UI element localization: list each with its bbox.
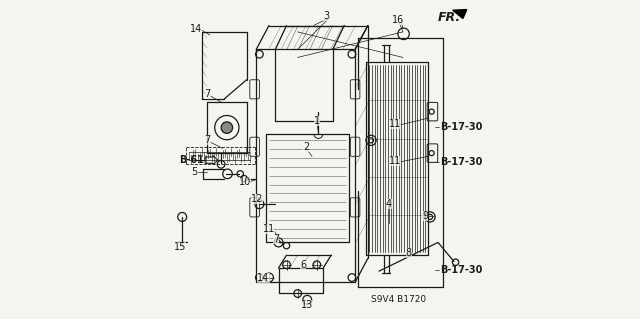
Text: 6: 6 [300, 260, 307, 270]
Text: 13: 13 [300, 300, 313, 310]
Text: 7: 7 [273, 234, 279, 244]
Text: 5: 5 [191, 167, 197, 177]
Text: 14: 14 [190, 24, 202, 34]
Text: 15: 15 [174, 242, 186, 252]
Text: 2: 2 [303, 142, 309, 152]
Text: 12: 12 [251, 194, 263, 204]
Text: B-17-30: B-17-30 [440, 122, 483, 132]
Text: 4: 4 [385, 199, 392, 209]
Circle shape [221, 122, 232, 133]
Text: 7: 7 [205, 135, 211, 145]
Text: FR.: FR. [438, 11, 461, 24]
Text: 10: 10 [239, 177, 251, 187]
Text: 7: 7 [205, 89, 211, 99]
Text: 16: 16 [392, 15, 404, 25]
Polygon shape [452, 10, 467, 19]
Text: S9V4 B1720: S9V4 B1720 [371, 295, 426, 304]
Text: B-17-30: B-17-30 [440, 264, 483, 275]
Text: 11: 11 [389, 156, 401, 166]
Text: B-61: B-61 [179, 155, 204, 165]
Text: 14: 14 [257, 273, 269, 284]
Text: 9: 9 [422, 211, 428, 221]
Text: 11: 11 [263, 224, 275, 234]
Text: B-17-30: B-17-30 [440, 157, 483, 167]
Text: 1: 1 [314, 116, 320, 126]
Text: 3: 3 [323, 11, 330, 21]
Text: 11: 11 [389, 119, 401, 129]
Text: 8: 8 [406, 248, 412, 258]
